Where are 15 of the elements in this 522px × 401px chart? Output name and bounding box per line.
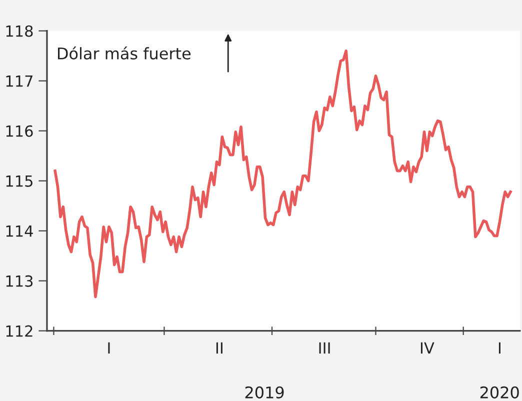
text: 2019: [245, 386, 284, 398]
text: 2020: [480, 386, 519, 398]
y-tick-label: 114: [6, 226, 33, 237]
x-tick-label: I: [108, 342, 110, 354]
y-tick-label: 117: [6, 76, 32, 87]
x-tick-label: IV: [420, 342, 434, 354]
x-tick-label: I: [498, 342, 500, 354]
y-tick-label: 115: [6, 176, 32, 187]
y-tick-label: 112: [6, 325, 32, 337]
x-tick-label: II: [216, 342, 222, 354]
y-tick-label: 113: [6, 275, 33, 287]
y-tick-label: 116: [6, 125, 33, 137]
annotation: Dólar más fuerte: [58, 46, 191, 60]
y-tick-label: 118: [6, 25, 33, 37]
x-tick-label: III: [319, 342, 330, 354]
